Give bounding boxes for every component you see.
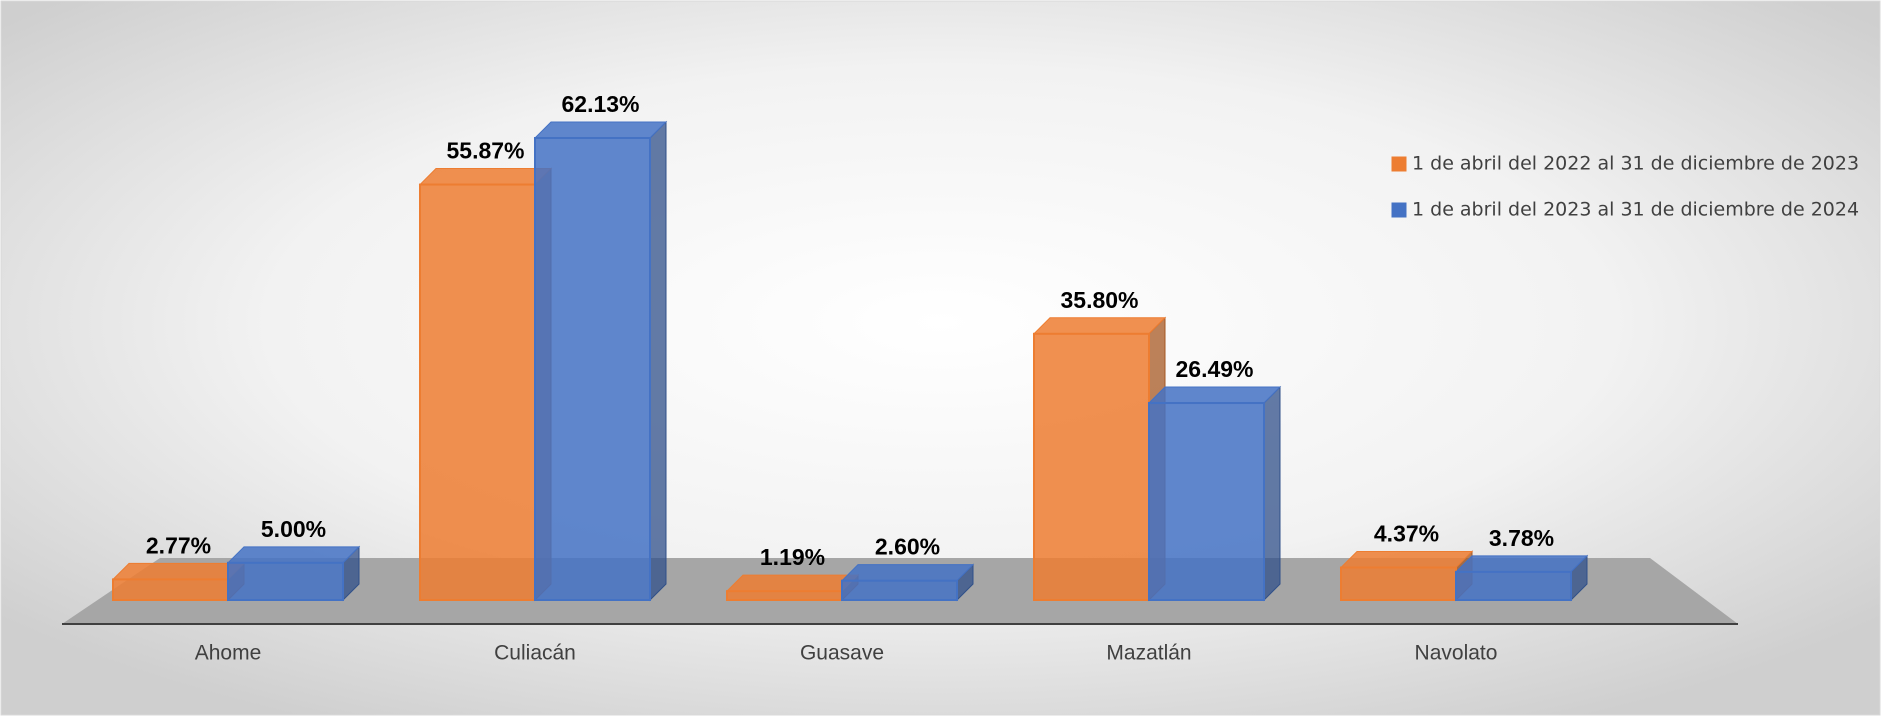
data-label: 5.00% — [261, 516, 326, 542]
data-label: 35.80% — [1060, 287, 1138, 313]
bar-top — [533, 121, 668, 139]
bar — [1340, 566, 1457, 601]
bar — [112, 578, 229, 601]
bar — [534, 137, 651, 601]
data-label: 3.78% — [1489, 525, 1554, 551]
bar-top — [1339, 551, 1474, 569]
bar — [841, 579, 958, 601]
bar — [1033, 332, 1150, 601]
x-tick-label: Culiacán — [494, 642, 576, 665]
bar-top — [226, 546, 361, 564]
data-label: 26.49% — [1175, 356, 1253, 382]
bar — [1455, 570, 1572, 602]
bar-top — [1454, 555, 1589, 573]
bar — [419, 183, 536, 601]
legend-label: 1 de abril del 2023 al 31 de diciembre d… — [1412, 199, 1859, 221]
legend-label: 1 de abril del 2022 al 31 de diciembre d… — [1412, 153, 1859, 175]
bar-top — [111, 562, 246, 580]
data-label: 62.13% — [561, 91, 639, 117]
bar-top — [418, 168, 553, 186]
bar-side — [649, 120, 667, 602]
legend-swatch — [1391, 156, 1407, 172]
data-label: 4.37% — [1374, 521, 1439, 547]
bar-top — [1147, 386, 1282, 404]
bar-top — [725, 574, 860, 592]
x-tick-label: Guasave — [800, 642, 884, 665]
bar-top — [840, 564, 975, 582]
data-label: 55.87% — [446, 138, 524, 164]
data-label: 2.60% — [875, 534, 940, 560]
x-tick-label: Ahome — [195, 642, 262, 665]
bar — [1148, 402, 1265, 602]
x-tick-label: Mazatlán — [1106, 642, 1191, 665]
bar — [227, 561, 344, 601]
x-tick-label: Navolato — [1415, 642, 1498, 665]
legend-swatch — [1391, 202, 1407, 218]
data-label: 2.77% — [146, 532, 211, 558]
bar-top — [1032, 317, 1167, 335]
data-label: 1.19% — [760, 544, 825, 570]
bar — [726, 590, 843, 601]
bar-side — [1263, 385, 1281, 602]
